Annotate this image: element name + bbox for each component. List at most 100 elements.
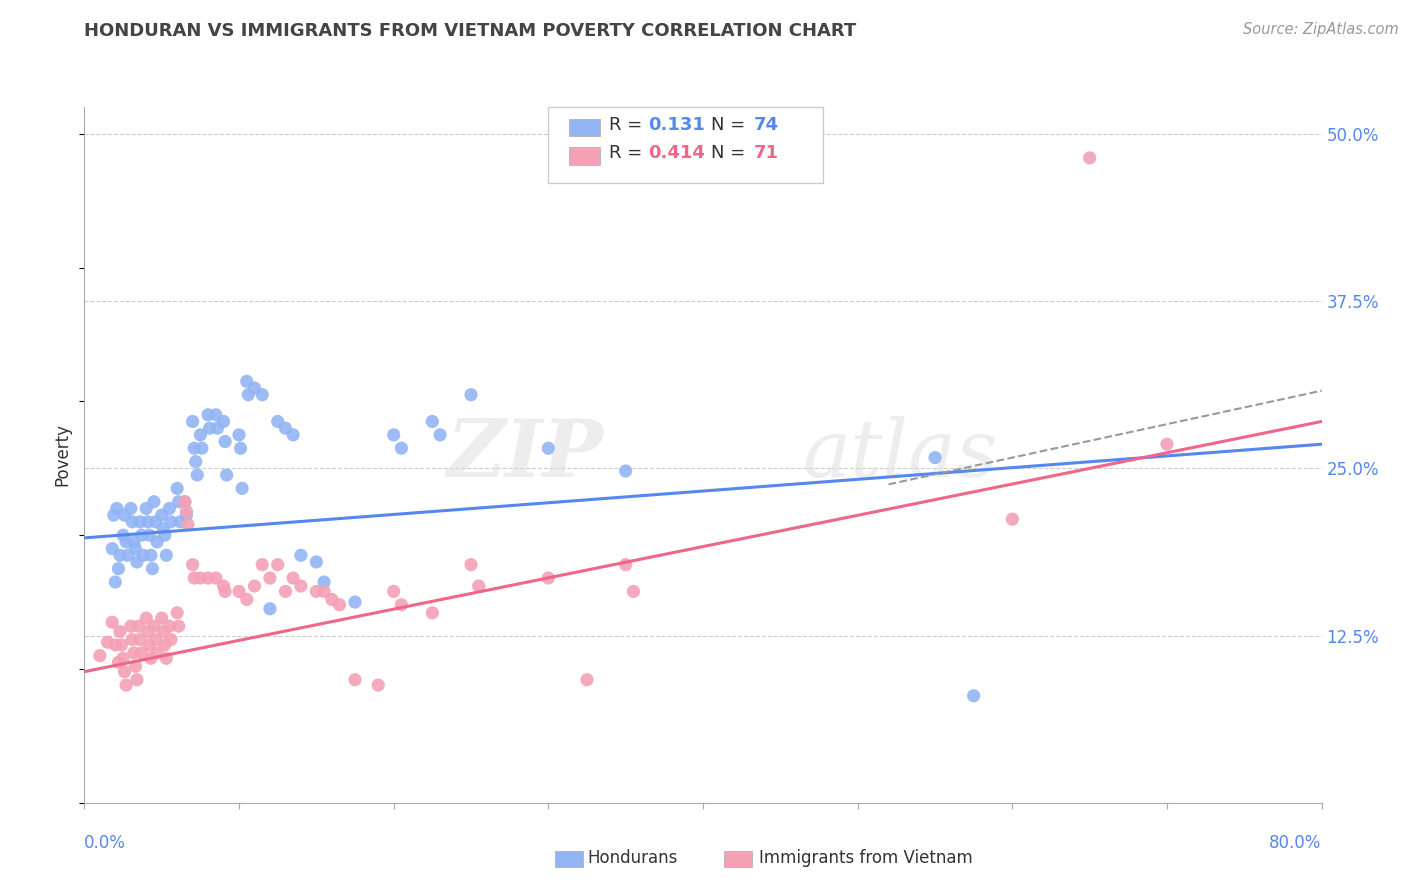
Point (283, 571, 305, 585)
Point (150, 508, 173, 523)
Point (391, 442, 413, 456)
Point (120, 619, 142, 633)
Point (177, 517, 200, 532)
Point (105, 501, 128, 516)
Point (1001, 512, 1024, 526)
Point (429, 428, 451, 442)
Point (238, 388, 260, 402)
Point (141, 562, 163, 576)
Point (186, 468, 208, 483)
Point (114, 665, 136, 679)
Point (228, 428, 250, 442)
Point (924, 450, 946, 465)
Point (167, 619, 190, 633)
Point (143, 494, 166, 508)
Point (125, 673, 148, 687)
Point (136, 624, 159, 639)
Point (107, 655, 129, 669)
Point (181, 415, 204, 429)
Text: 71: 71 (754, 145, 779, 162)
Point (167, 494, 190, 508)
Point (283, 428, 305, 442)
Point (274, 584, 297, 599)
Point (101, 541, 124, 556)
Point (101, 615, 124, 630)
Point (344, 595, 367, 609)
Point (155, 548, 177, 563)
Point (152, 521, 174, 535)
Point (215, 468, 238, 483)
Point (117, 548, 139, 563)
Point (136, 515, 159, 529)
Point (314, 575, 336, 590)
Point (229, 442, 252, 456)
Point (212, 415, 235, 429)
Point (231, 482, 253, 496)
Text: R =: R = (609, 116, 648, 134)
Point (252, 388, 274, 402)
Point (146, 646, 169, 660)
Point (132, 548, 155, 563)
Point (174, 494, 197, 508)
Point (108, 548, 131, 563)
Point (1156, 437, 1178, 451)
Point (169, 515, 191, 529)
Point (183, 442, 205, 456)
Point (120, 501, 142, 516)
Point (121, 632, 143, 647)
Point (243, 381, 266, 395)
Point (122, 535, 145, 549)
Point (124, 659, 146, 673)
Point (460, 388, 482, 402)
Point (135, 611, 157, 625)
Point (159, 619, 181, 633)
Point (305, 584, 328, 599)
Point (191, 442, 214, 456)
Point (329, 598, 352, 612)
Point (252, 558, 274, 572)
Point (160, 515, 183, 529)
Point (108, 624, 131, 639)
Point (1078, 151, 1101, 165)
Point (198, 421, 221, 435)
Point (422, 415, 444, 429)
Text: atlas: atlas (801, 417, 997, 493)
Point (112, 528, 135, 542)
Point (214, 584, 236, 599)
Point (267, 558, 290, 572)
Point (305, 555, 328, 569)
Point (188, 428, 212, 442)
Text: HONDURAN VS IMMIGRANTS FROM VIETNAM POVERTY CORRELATION CHART: HONDURAN VS IMMIGRANTS FROM VIETNAM POVE… (84, 22, 856, 40)
Point (197, 408, 219, 422)
Point (259, 571, 281, 585)
Point (124, 541, 146, 556)
Text: N =: N = (711, 145, 751, 162)
Point (135, 501, 157, 516)
Point (382, 428, 405, 442)
Point (155, 651, 177, 665)
Point (267, 415, 290, 429)
Text: Source: ZipAtlas.com: Source: ZipAtlas.com (1243, 22, 1399, 37)
Point (205, 571, 228, 585)
Point (214, 434, 236, 449)
Point (104, 575, 127, 590)
Point (290, 548, 312, 563)
Point (131, 646, 153, 660)
Point (344, 673, 367, 687)
Point (129, 632, 152, 647)
Point (152, 624, 174, 639)
Text: Immigrants from Vietnam: Immigrants from Vietnam (759, 849, 973, 867)
Point (207, 421, 229, 435)
Point (460, 558, 482, 572)
Point (367, 678, 389, 692)
Point (159, 501, 181, 516)
Point (122, 646, 145, 660)
Point (115, 535, 138, 549)
Text: 0.131: 0.131 (648, 116, 704, 134)
Point (138, 638, 160, 652)
Point (537, 442, 560, 456)
Point (205, 408, 228, 422)
Point (104, 638, 127, 652)
Point (153, 528, 176, 542)
Point (89, 648, 111, 663)
